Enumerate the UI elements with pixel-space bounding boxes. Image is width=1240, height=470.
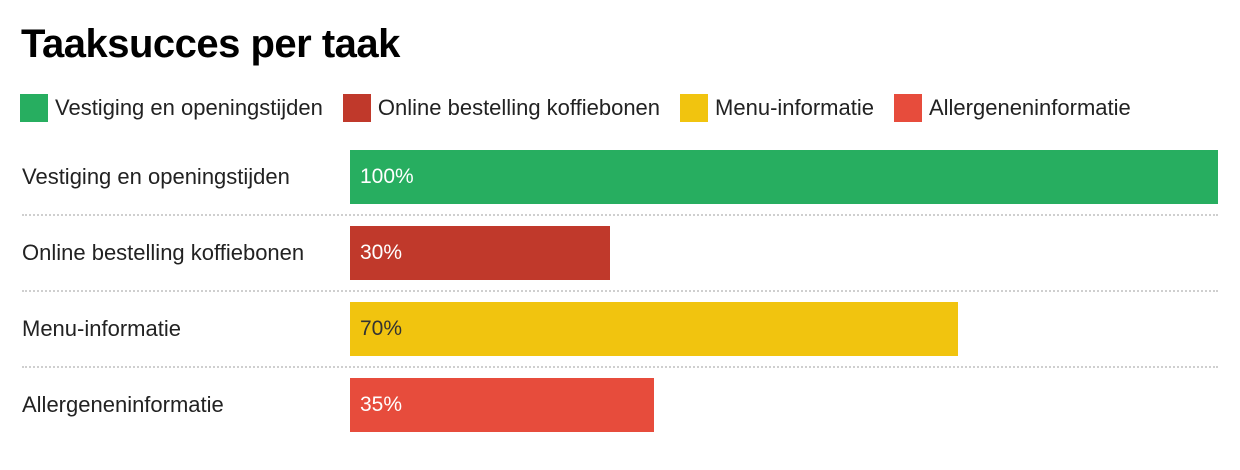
bar-track: 100%	[350, 150, 1218, 204]
legend-item-allergeneninformatie: Allergeneninformatie	[893, 94, 1131, 122]
legend-label: Online bestelling koffiebonen	[377, 95, 661, 120]
bar-value-label: 35%	[360, 393, 403, 416]
bar: 30%	[350, 226, 611, 280]
legend-label: Allergeneninformatie	[928, 95, 1131, 120]
bar: 100%	[350, 150, 1218, 204]
legend-label: Menu-informatie	[715, 95, 874, 120]
legend-item-vestiging: Vestiging en openingstijden	[20, 94, 323, 122]
bar-track: 30%	[350, 226, 1218, 280]
row-label: Menu-informatie	[22, 316, 181, 341]
legend-item-online-bestelling: Online bestelling koffiebonen	[342, 94, 661, 122]
bar-row-vestiging: Vestiging en openingstijden 100%	[22, 150, 1218, 216]
bar-rows: Vestiging en openingstijden 100% Online …	[22, 150, 1218, 454]
bar: 35%	[350, 378, 654, 432]
row-label: Vestiging en openingstijden	[22, 164, 290, 189]
legend-label: Vestiging en openingstijden	[55, 95, 323, 120]
bar-row-online-bestelling: Online bestelling koffiebonen 30%	[22, 226, 1218, 292]
legend-swatch	[342, 94, 371, 122]
bar: 70%	[350, 302, 958, 356]
legend-swatch	[20, 94, 48, 122]
legend-swatch	[893, 94, 922, 122]
row-label: Allergeneninformatie	[22, 392, 224, 417]
bar-row-menu-informatie: Menu-informatie 70%	[22, 302, 1218, 368]
row-label: Online bestelling koffiebonen	[22, 240, 305, 265]
bar-track: 35%	[350, 378, 1218, 432]
bar-row-allergeneninformatie: Allergeneninformatie 35%	[22, 378, 1218, 432]
bar-track: 70%	[350, 302, 1218, 356]
chart-title: Taaksucces per taak	[21, 22, 400, 66]
bar-value-label: 30%	[360, 241, 403, 264]
bar-value-label: 100%	[360, 165, 414, 188]
legend: Vestiging en openingstijden Online beste…	[20, 94, 1131, 122]
bar-value-label: 70%	[360, 317, 403, 340]
legend-swatch	[680, 94, 709, 122]
legend-item-menu-informatie: Menu-informatie	[680, 94, 874, 122]
